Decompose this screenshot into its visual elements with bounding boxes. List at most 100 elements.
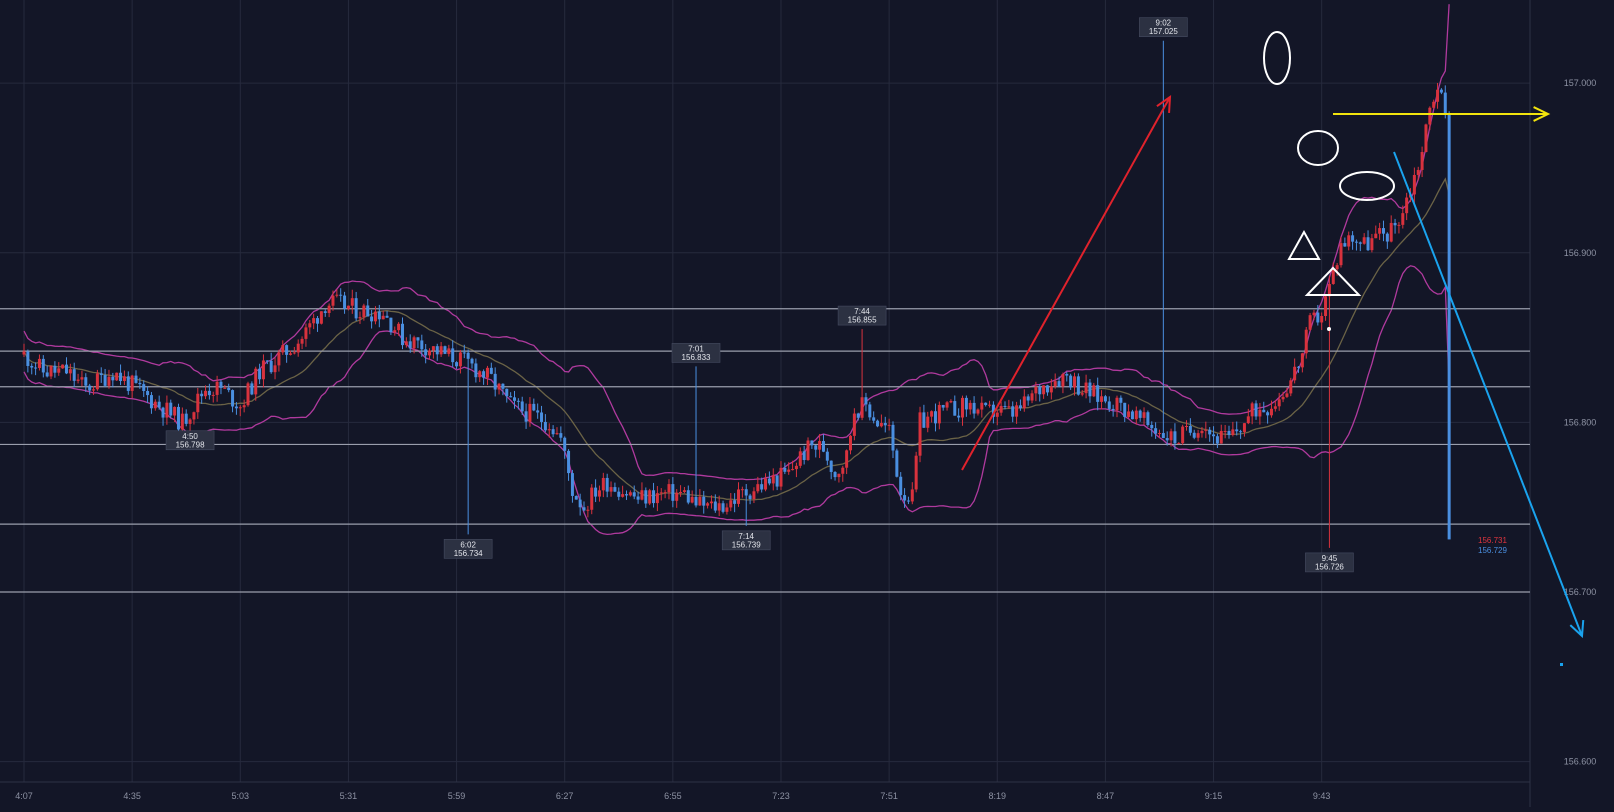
candle-body [694,496,698,506]
price-marker-value: 156.798 [176,440,205,449]
candle-body [404,341,408,346]
candle-body [215,381,219,395]
candle-body [115,372,119,381]
candle-body [1165,438,1169,441]
candle-body [412,337,416,349]
candle-body [285,345,289,355]
candle-body [1154,428,1158,434]
candle-body [1107,401,1111,409]
candle-body [72,369,76,381]
candle-body [876,420,880,427]
candle-body [92,389,96,391]
candle-body [1011,406,1015,417]
candle-body [1138,410,1142,418]
candle-body [1053,381,1057,387]
candle-body [752,491,756,500]
x-tick-label: 6:27 [556,791,574,801]
candle-body [1100,396,1104,402]
candle-body [563,437,567,451]
candle-body [868,404,872,418]
candle-body [1181,426,1185,444]
candle-body [455,362,459,367]
candle-body [1123,402,1127,417]
candle-body [107,376,111,386]
candle-body [196,393,200,413]
candle-body [269,360,273,373]
x-tick-label: 9:43 [1313,791,1331,801]
x-tick-label: 4:35 [123,791,141,801]
candle-body [64,364,68,374]
price-marker-time: 9:45 [1322,554,1338,563]
candle-body [1026,396,1030,401]
candle-body [389,317,393,333]
price-marker-value: 156.734 [454,549,483,558]
candle-body [1420,152,1424,170]
candle-body [1258,409,1262,417]
x-tick-label: 7:51 [880,791,898,801]
candle-body [767,478,771,484]
candle-body [1269,408,1273,416]
candle-body [590,487,594,510]
candle-body [594,487,598,497]
candle-body [578,499,582,508]
x-tick-label: 5:03 [232,791,250,801]
candle-body [1119,397,1123,403]
candle-body [879,422,883,427]
candle-body [300,338,304,344]
candle-body [891,424,895,451]
candle-body [1169,431,1173,441]
axes: 157.000 156.900 156.800 156.700 156.600 4:07 4… [15,78,1596,801]
candle-body [343,295,347,309]
candle-body [1003,405,1007,407]
price-marker-box [1139,17,1188,38]
y-tick-label: 156.600 [1564,757,1597,767]
candle-body [1428,107,1432,125]
candle-body [254,368,258,395]
candle-body [605,477,609,492]
candle-body [1076,376,1080,395]
candle-body [238,407,242,409]
candle-body [1374,233,1378,239]
candle-body [296,343,300,353]
candle-body [586,509,590,511]
candle-body [358,317,362,319]
candle-body [597,490,601,497]
x-tick-label: 5:31 [340,791,358,801]
candle-body [532,403,536,411]
arrow-up-shaft [961,96,1171,471]
candle-body [567,450,571,474]
candle-body [659,492,663,494]
candle-body [1073,376,1077,388]
candle-body [258,368,262,380]
candle-body [1103,396,1107,402]
candle-body [397,323,401,331]
candle-body [845,450,849,468]
candle-body [690,496,694,503]
candle-body [903,495,907,501]
candle-body [1343,243,1347,247]
candle-body [119,372,123,382]
candle-body [304,327,308,339]
candle-body [1034,386,1038,394]
candle-body [1416,169,1420,175]
candle-body [1227,430,1231,435]
price-marker-value: 156.739 [732,540,761,549]
candle-body [277,352,281,366]
candle-body [918,412,922,456]
candle-body [61,364,65,369]
arrow-down-shaft [1393,151,1583,637]
x-tick-label: 8:19 [988,791,1006,801]
triangle-marker [1304,266,1362,296]
candle-body [536,410,540,413]
candle-body [346,305,350,309]
price-markers: 4:50156.7986:02156.7347:01156.8337:14156… [165,17,1354,573]
candle-body [319,311,323,324]
candle-body [1084,382,1088,394]
candle-body [1161,433,1165,439]
candle-body [470,358,474,364]
candle-body [26,351,30,366]
candle-body [933,411,937,424]
candle-body [1339,243,1343,266]
candle-body [787,469,791,472]
candle-body [45,372,49,377]
